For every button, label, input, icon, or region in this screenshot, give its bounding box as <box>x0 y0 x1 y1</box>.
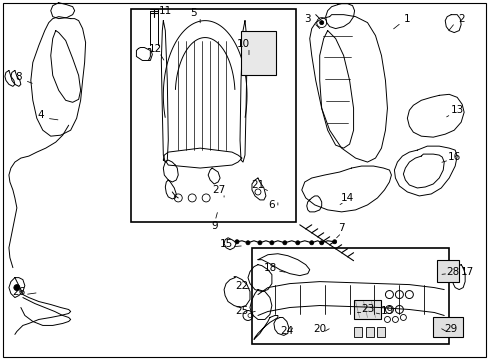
Text: 25: 25 <box>235 306 248 316</box>
Bar <box>353 300 381 319</box>
Bar <box>432 318 462 337</box>
Text: 13: 13 <box>449 105 463 115</box>
Circle shape <box>295 241 299 245</box>
Text: 19: 19 <box>380 306 393 316</box>
Text: 28: 28 <box>446 267 459 276</box>
Text: 10: 10 <box>236 39 249 49</box>
Text: 18: 18 <box>264 263 277 273</box>
Text: 21: 21 <box>251 180 264 190</box>
Text: 6: 6 <box>268 200 275 210</box>
Text: 23: 23 <box>360 305 373 315</box>
Text: 14: 14 <box>340 193 353 203</box>
Circle shape <box>258 241 262 245</box>
Text: 27: 27 <box>212 185 225 195</box>
Circle shape <box>319 241 323 245</box>
Circle shape <box>309 241 313 245</box>
Text: 4: 4 <box>38 110 44 120</box>
Bar <box>436 260 458 282</box>
Text: 20: 20 <box>312 324 325 334</box>
Text: 5: 5 <box>189 8 196 18</box>
Text: 11: 11 <box>159 6 172 15</box>
Text: 7: 7 <box>338 223 344 233</box>
Circle shape <box>14 285 20 291</box>
Circle shape <box>235 240 239 244</box>
Circle shape <box>319 21 323 24</box>
Text: 9: 9 <box>211 221 218 231</box>
Text: 3: 3 <box>304 14 310 24</box>
Circle shape <box>332 240 336 244</box>
Text: 22: 22 <box>235 280 248 291</box>
Text: 2: 2 <box>457 14 464 24</box>
Text: 26: 26 <box>12 287 25 297</box>
Bar <box>365 328 373 337</box>
Text: 24: 24 <box>280 327 293 336</box>
Bar <box>131 9 295 222</box>
Text: 12: 12 <box>148 44 162 54</box>
Text: 15: 15 <box>219 239 232 249</box>
Circle shape <box>269 241 273 245</box>
Circle shape <box>282 241 286 245</box>
Text: 8: 8 <box>16 72 22 82</box>
Text: 16: 16 <box>447 152 460 162</box>
Text: 1: 1 <box>403 14 410 24</box>
Bar <box>377 328 385 337</box>
Bar <box>353 328 361 337</box>
Text: 29: 29 <box>444 324 457 334</box>
Circle shape <box>245 241 249 245</box>
Bar <box>241 31 275 75</box>
Text: 17: 17 <box>460 267 473 276</box>
Bar <box>251 248 448 345</box>
